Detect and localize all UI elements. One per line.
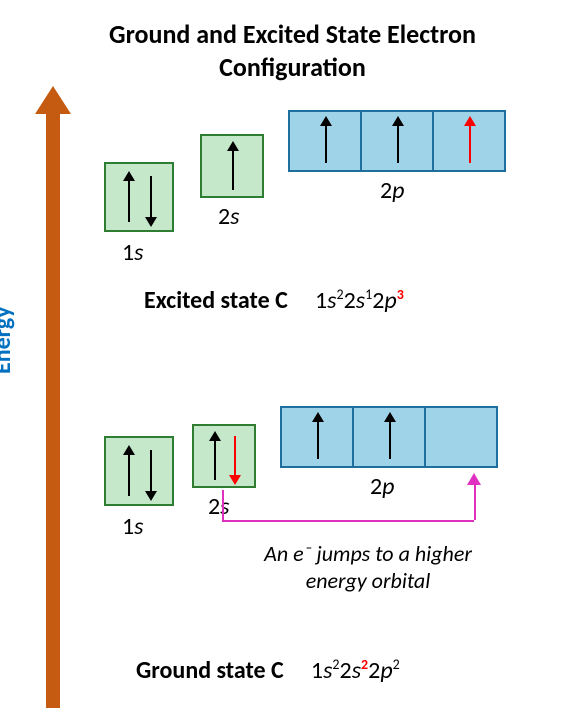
promotion-caption: An e⁻ jumps to a higher energy orbital [198,540,538,594]
ground-2p3-box [424,406,498,468]
promotion-path [222,520,474,522]
excited-state-name: Excited state C [144,286,288,315]
diagram-stage: 1s 2s 2p Excited state C 1s22s12p3 1s 2s [70,96,580,716]
spin-up-arrow [128,180,130,222]
title-line-2: Configuration [219,51,366,83]
promotion-path [222,490,224,520]
excited-2p2-box [360,110,434,172]
excited-2s-box [200,134,264,198]
ground-2p-label: 2p [370,472,395,501]
ground-state-line: Ground state C 1s22s22p2 [136,656,400,685]
spin-up-arrow [128,454,130,496]
spin-up-arrow [214,440,216,480]
energy-axis-label: Energy [0,306,17,374]
spin-down-arrow [150,176,152,218]
ground-2p2-box [352,406,426,468]
spin-up-arrow [317,421,319,459]
ground-2p1-box [280,406,354,468]
spin-down-arrow-promoting [234,436,236,476]
spin-down-arrow [150,450,152,492]
excited-2p3-box [432,110,506,172]
title-line-1: Ground and Excited State Electron [109,18,476,50]
ground-2s-label: 2s [208,492,230,521]
excited-1s-box [104,162,174,232]
energy-axis-arrow [46,112,60,708]
ground-1s-box [104,436,174,506]
excited-2p-label: 2p [380,176,405,205]
diagram-title: Ground and Excited State Electron Config… [0,0,585,83]
promotion-arrowhead [467,473,481,485]
ground-config: 1s22s22p2 [311,656,400,685]
excited-2s-label: 2s [218,202,240,231]
caption-l1: An e⁻ jumps to a higher [264,540,472,567]
excited-config: 1s22s12p3 [315,286,404,315]
ground-2s-box [192,424,256,488]
spin-up-arrow [397,125,399,163]
excited-1s-label: 1s [122,238,144,267]
spin-up-arrow-excited [469,125,471,163]
caption-l2: energy orbital [306,567,431,594]
excited-state-line: Excited state C 1s22s12p3 [144,286,404,315]
ground-state-name: Ground state C [136,656,284,685]
spin-up-arrow [325,125,327,163]
spin-up-arrow [389,421,391,459]
promotion-path [474,484,476,520]
ground-1s-label: 1s [122,512,144,541]
spin-up-arrow [232,150,234,190]
excited-2p1-box [288,110,362,172]
